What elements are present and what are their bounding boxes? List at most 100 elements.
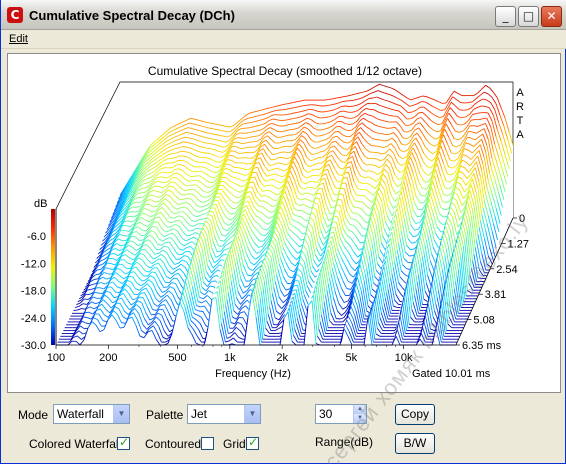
slice-segment <box>387 153 393 159</box>
chevron-down-icon[interactable]: ▼ <box>244 405 260 423</box>
slice-segment <box>147 329 153 333</box>
slice-segment <box>206 195 211 198</box>
spin-down-icon[interactable]: ▼ <box>353 414 366 423</box>
slice-segment <box>453 111 459 118</box>
slice-segment <box>440 176 446 188</box>
slice-segment <box>412 147 418 157</box>
slice-segment <box>477 88 482 94</box>
slice-segment <box>490 126 496 145</box>
slice-segment <box>416 188 422 196</box>
slice-segment <box>333 167 339 175</box>
slice-segment <box>173 127 178 131</box>
arta-app-icon[interactable]: C <box>7 7 23 23</box>
spin-up-icon[interactable]: ▲ <box>353 405 366 414</box>
contoured-checkbox[interactable] <box>201 437 214 450</box>
slice-segment <box>213 269 219 274</box>
slice-segment <box>153 256 158 260</box>
slice-segment <box>288 151 293 154</box>
slice-segment <box>249 261 255 266</box>
slice-segment <box>466 107 472 111</box>
slice-segment <box>129 194 135 203</box>
slice-segment <box>172 232 177 238</box>
slice-segment <box>319 321 325 337</box>
slice-segment <box>171 157 176 159</box>
slice-segment <box>335 253 341 265</box>
menu-edit[interactable]: Edit <box>9 33 28 45</box>
bw-button[interactable]: B/W <box>395 433 435 454</box>
slice-segment <box>259 148 264 152</box>
slice-segment <box>405 142 410 146</box>
slice-segment <box>264 144 269 151</box>
slice-segment <box>322 153 327 158</box>
title-bar[interactable]: C Cumulative Spectral Decay (DCh) _ □ ✕ <box>1 0 566 30</box>
slice-segment <box>180 296 186 309</box>
slice-segment <box>188 241 193 244</box>
minimize-button[interactable]: _ <box>495 6 516 27</box>
slice-segment <box>247 292 253 318</box>
slice-segment <box>400 105 405 110</box>
slice-segment <box>300 153 306 164</box>
slice-segment <box>310 139 316 143</box>
slice-segment <box>458 154 464 165</box>
slice-segment <box>137 201 142 203</box>
slice-segment <box>167 270 173 275</box>
slice-segment <box>423 251 429 276</box>
slice-segment <box>159 216 164 224</box>
slice-segment <box>169 305 175 316</box>
slice-segment <box>334 258 340 271</box>
slice-segment <box>386 107 392 110</box>
slice-segment <box>398 322 404 340</box>
slice-segment <box>102 276 107 280</box>
slice-segment <box>146 306 152 315</box>
slice-segment <box>320 314 326 334</box>
slice-segment <box>136 164 142 172</box>
slice-segment <box>410 316 415 323</box>
slice-segment <box>399 125 405 132</box>
time-tick-label: 2.54 <box>496 264 517 276</box>
slice-segment <box>330 226 336 229</box>
slice-segment <box>274 157 280 160</box>
slice-segment <box>473 155 479 162</box>
slice-segment <box>132 261 138 267</box>
copy-button[interactable]: Copy <box>395 404 435 425</box>
slice-segment <box>292 289 297 292</box>
slice-segment <box>115 233 121 240</box>
maximize-button[interactable]: □ <box>518 6 539 27</box>
palette-select[interactable]: Jet ▼ <box>187 404 261 424</box>
slice-segment <box>366 233 372 251</box>
slice-segment <box>360 291 366 317</box>
slice-segment <box>143 224 148 227</box>
slice-segment <box>186 202 191 206</box>
grid-checkbox[interactable] <box>246 435 259 450</box>
slice-segment <box>389 168 394 182</box>
slice-segment <box>419 234 425 252</box>
slice-segment <box>200 170 205 174</box>
close-button[interactable]: ✕ <box>541 6 562 27</box>
slice-segment <box>317 110 322 113</box>
slice-segment <box>393 152 398 163</box>
slice-segment <box>278 263 284 277</box>
slice-segment <box>351 126 356 131</box>
slice-segment <box>227 292 233 317</box>
slice-segment <box>472 210 477 241</box>
slice-segment <box>299 204 304 206</box>
slice-segment <box>220 259 225 261</box>
slice-segment <box>378 285 384 309</box>
chevron-down-icon[interactable]: ▼ <box>113 405 129 423</box>
slice-segment <box>483 200 489 217</box>
slice-segment <box>465 125 471 133</box>
slice-segment <box>381 242 386 251</box>
range-spinner[interactable]: 30 ▲ ▼ <box>315 404 367 424</box>
slice-segment <box>202 161 207 164</box>
slice-segment <box>381 200 386 222</box>
slice-segment <box>158 207 163 211</box>
slice-segment <box>437 132 443 145</box>
mode-select[interactable]: Waterfall ▼ <box>53 404 130 424</box>
slice-segment <box>321 223 327 234</box>
slice-segment <box>173 288 179 298</box>
slice-segment <box>204 290 209 296</box>
slice-segment <box>457 269 463 305</box>
colored-waterfall-checkbox[interactable] <box>117 435 130 450</box>
slice-segment <box>316 280 322 316</box>
